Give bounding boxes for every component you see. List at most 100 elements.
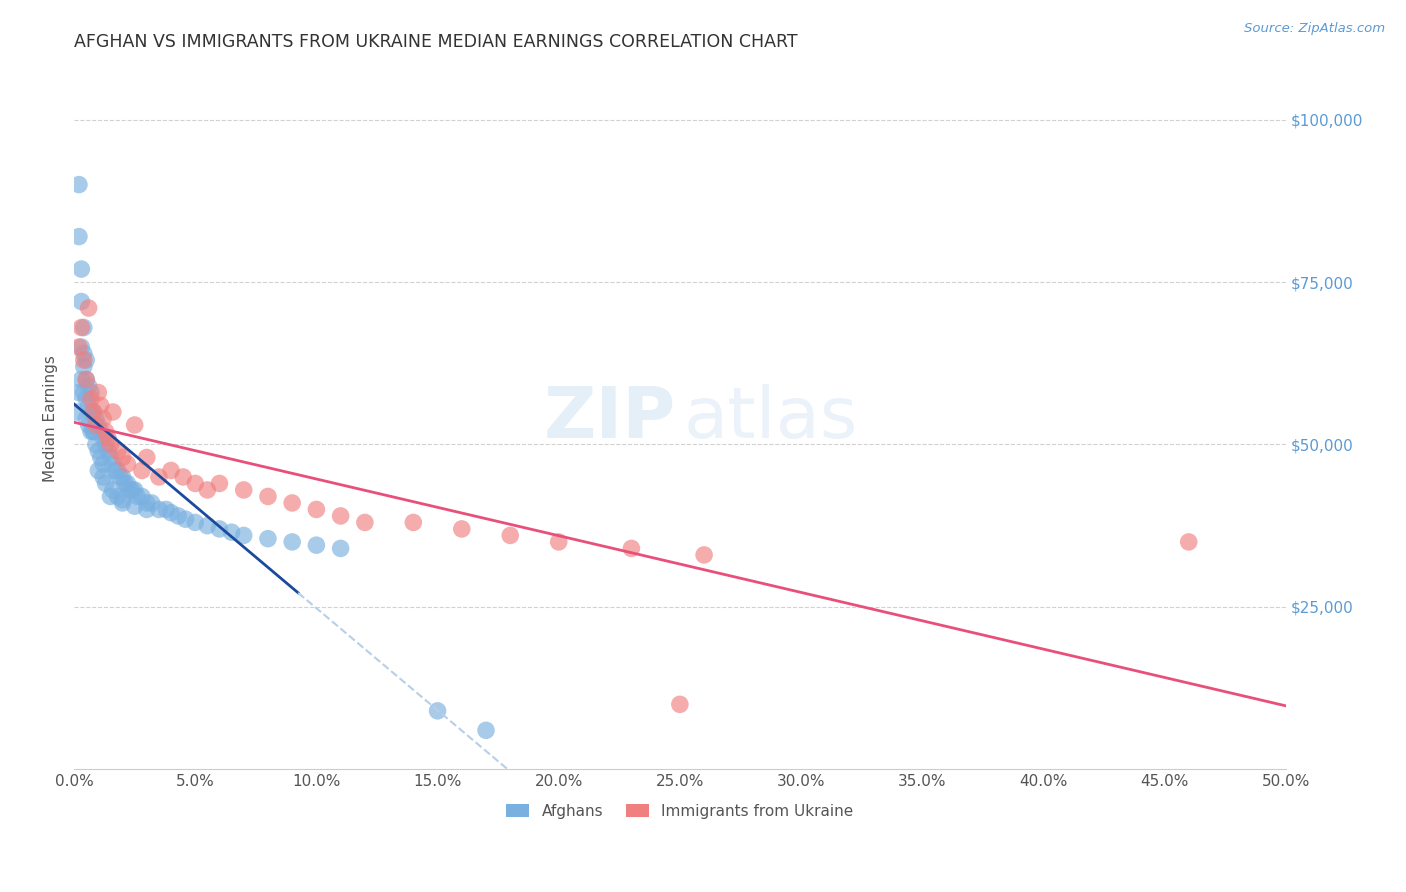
Point xyxy=(148,470,170,484)
Point xyxy=(90,450,112,465)
Point xyxy=(354,516,377,530)
Point xyxy=(281,535,304,549)
Point xyxy=(67,385,90,400)
Point xyxy=(67,178,90,192)
Point xyxy=(80,405,103,419)
Point xyxy=(75,392,97,406)
Point xyxy=(693,548,716,562)
Point xyxy=(232,528,254,542)
Point xyxy=(82,425,104,439)
Point xyxy=(75,372,97,386)
Point xyxy=(131,463,153,477)
Point xyxy=(97,444,120,458)
Point xyxy=(90,425,112,439)
Point xyxy=(117,476,139,491)
Legend: Afghans, Immigrants from Ukraine: Afghans, Immigrants from Ukraine xyxy=(501,797,859,825)
Y-axis label: Median Earnings: Median Earnings xyxy=(44,355,58,482)
Point xyxy=(87,417,110,432)
Point xyxy=(91,431,114,445)
Point xyxy=(107,490,129,504)
Point xyxy=(101,457,124,471)
Point xyxy=(117,457,139,471)
Point xyxy=(114,476,136,491)
Point xyxy=(111,496,134,510)
Point xyxy=(155,502,177,516)
Point xyxy=(82,405,104,419)
Point xyxy=(195,518,218,533)
Point xyxy=(148,502,170,516)
Point xyxy=(73,385,96,400)
Point xyxy=(84,411,107,425)
Point xyxy=(111,450,134,465)
Point xyxy=(101,405,124,419)
Point xyxy=(172,470,194,484)
Point xyxy=(184,516,207,530)
Point xyxy=(121,483,143,497)
Point xyxy=(97,431,120,445)
Point xyxy=(77,399,100,413)
Point xyxy=(82,405,104,419)
Point xyxy=(232,483,254,497)
Point xyxy=(208,522,231,536)
Point xyxy=(281,496,304,510)
Point xyxy=(70,372,93,386)
Point xyxy=(80,425,103,439)
Point xyxy=(208,476,231,491)
Point xyxy=(426,704,449,718)
Point xyxy=(305,502,328,516)
Point xyxy=(118,483,141,497)
Point xyxy=(91,411,114,425)
Point xyxy=(94,437,117,451)
Point xyxy=(80,385,103,400)
Point xyxy=(305,538,328,552)
Point xyxy=(70,340,93,354)
Point xyxy=(73,346,96,360)
Point xyxy=(329,541,352,556)
Point xyxy=(65,405,87,419)
Point xyxy=(77,379,100,393)
Point xyxy=(91,470,114,484)
Text: Source: ZipAtlas.com: Source: ZipAtlas.com xyxy=(1244,22,1385,36)
Text: atlas: atlas xyxy=(683,384,858,453)
Point xyxy=(1177,535,1199,549)
Point xyxy=(107,444,129,458)
Point xyxy=(82,425,104,439)
Point xyxy=(547,535,569,549)
Point xyxy=(73,359,96,374)
Text: ZIP: ZIP xyxy=(544,384,676,453)
Point xyxy=(124,499,146,513)
Point xyxy=(450,522,472,536)
Point xyxy=(70,320,93,334)
Point xyxy=(135,502,157,516)
Point xyxy=(257,532,280,546)
Point xyxy=(160,463,183,477)
Point xyxy=(77,417,100,432)
Point xyxy=(127,490,149,504)
Point xyxy=(70,262,93,277)
Point xyxy=(100,437,122,451)
Point xyxy=(73,353,96,368)
Point xyxy=(108,470,131,484)
Point xyxy=(141,496,163,510)
Point xyxy=(91,457,114,471)
Point xyxy=(257,490,280,504)
Point xyxy=(87,463,110,477)
Text: AFGHAN VS IMMIGRANTS FROM UKRAINE MEDIAN EARNINGS CORRELATION CHART: AFGHAN VS IMMIGRANTS FROM UKRAINE MEDIAN… xyxy=(75,33,797,51)
Point xyxy=(329,508,352,523)
Point xyxy=(160,506,183,520)
Point xyxy=(111,470,134,484)
Point xyxy=(402,516,425,530)
Point xyxy=(167,508,190,523)
Point xyxy=(67,340,90,354)
Point xyxy=(669,698,692,712)
Point xyxy=(80,392,103,406)
Point xyxy=(67,229,90,244)
Point xyxy=(84,417,107,432)
Point xyxy=(135,496,157,510)
Point xyxy=(620,541,643,556)
Point xyxy=(131,490,153,504)
Point xyxy=(124,483,146,497)
Point xyxy=(70,294,93,309)
Point xyxy=(221,525,243,540)
Point xyxy=(184,476,207,491)
